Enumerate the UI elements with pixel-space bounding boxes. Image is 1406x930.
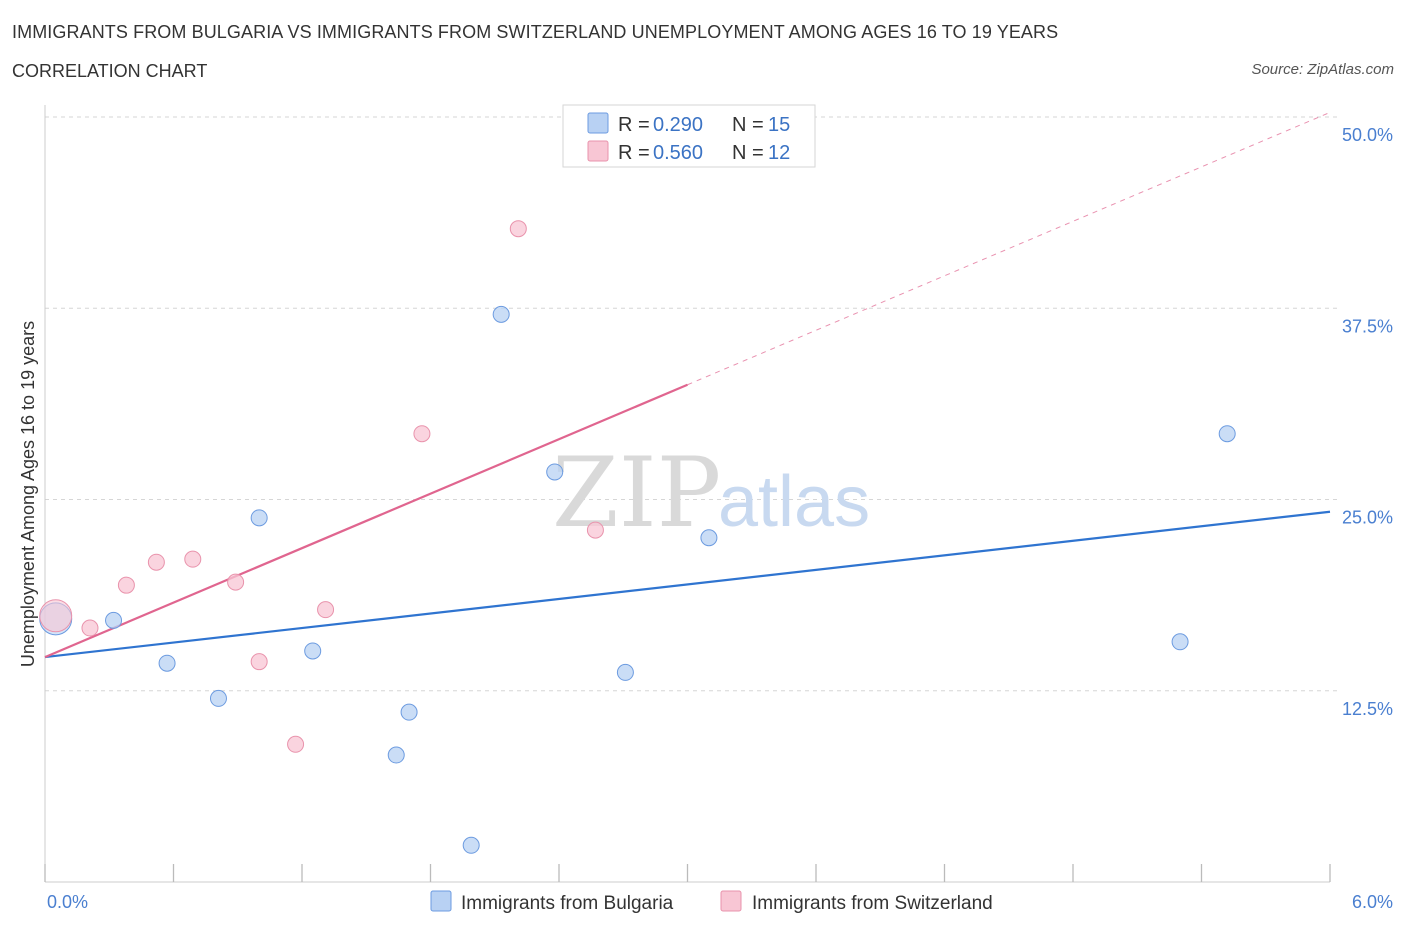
trend-line-extension-switzerland xyxy=(687,111,1331,386)
data-point-bulgaria xyxy=(387,746,405,764)
data-point-bulgaria xyxy=(250,509,268,527)
legend-n-label-bulgaria: N = xyxy=(732,114,764,136)
y-tick-label: 12.5% xyxy=(1342,699,1393,719)
data-point-switzerland xyxy=(117,576,135,594)
data-point-switzerland xyxy=(81,619,99,637)
data-point-switzerland xyxy=(147,553,165,571)
axes xyxy=(44,105,1331,883)
watermark-atlas: atlas xyxy=(718,462,870,542)
data-point-bulgaria xyxy=(105,611,123,629)
legend-swatch-switzerland xyxy=(587,140,609,162)
data-point-bulgaria xyxy=(304,642,322,660)
legend-r-value-bulgaria: 0.290 xyxy=(653,114,703,136)
data-point-bulgaria xyxy=(546,463,564,481)
legend-n-label-switzerland: N = xyxy=(732,142,764,164)
y-tick-label: 37.5% xyxy=(1342,316,1393,336)
data-point-switzerland xyxy=(227,573,245,591)
watermark: ZIP atlas xyxy=(552,437,870,549)
chart-title: IMMIGRANTS FROM BULGARIA VS IMMIGRANTS F… xyxy=(12,22,1059,42)
y-axis-title: Unemployment Among Ages 16 to 19 years xyxy=(18,321,38,667)
data-point-switzerland xyxy=(586,521,604,539)
data-point-switzerland xyxy=(287,735,305,753)
data-point-switzerland xyxy=(184,550,202,568)
legend: R = 0.290 N = 15 R = 0.560 N = 12 xyxy=(562,104,816,168)
data-point-switzerland xyxy=(250,653,268,671)
trend-line-switzerland xyxy=(44,383,688,659)
data-point-bulgaria xyxy=(462,836,480,854)
legend-n-value-bulgaria: 15 xyxy=(768,114,790,136)
bottom-legend-swatch-bulgaria xyxy=(430,890,452,912)
tick-labels: 12.5% 25.0% 37.5% 50.0% 0.0% 6.0% xyxy=(47,125,1393,912)
chart-subtitle: CORRELATION CHART xyxy=(12,61,208,81)
data-point-bulgaria xyxy=(1171,633,1189,651)
legend-n-value-switzerland: 12 xyxy=(768,142,790,164)
data-point-switzerland xyxy=(317,601,335,619)
data-point-bulgaria xyxy=(700,529,718,547)
bottom-legend-swatch-switzerland xyxy=(720,890,742,912)
trend-line-bulgaria xyxy=(44,510,1331,659)
x-tick-label: 0.0% xyxy=(47,892,88,912)
legend-r-label-bulgaria: R = xyxy=(618,114,650,136)
data-point-bulgaria xyxy=(492,305,510,323)
data-point-switzerland xyxy=(509,220,527,238)
data-point-bulgaria xyxy=(158,654,176,672)
data-point-switzerland xyxy=(413,425,431,443)
grid-lines xyxy=(45,116,1340,692)
x-tick-label: 6.0% xyxy=(1352,892,1393,912)
bottom-legend: Immigrants from Bulgaria Immigrants from… xyxy=(430,890,993,914)
watermark-zip: ZIP xyxy=(552,437,721,549)
bottom-legend-label-bulgaria: Immigrants from Bulgaria xyxy=(461,893,674,914)
y-tick-label: 25.0% xyxy=(1342,508,1393,528)
data-point-bulgaria xyxy=(400,703,418,721)
legend-r-label-switzerland: R = xyxy=(618,142,650,164)
bottom-legend-label-switzerland: Immigrants from Switzerland xyxy=(752,893,993,914)
trend-lines xyxy=(44,111,1331,659)
legend-r-value-switzerland: 0.560 xyxy=(653,142,703,164)
legend-swatch-bulgaria xyxy=(587,112,609,134)
data-point-bulgaria xyxy=(616,663,634,681)
data-point-switzerland xyxy=(39,599,73,633)
data-point-bulgaria xyxy=(1218,425,1236,443)
data-point-bulgaria xyxy=(209,689,227,707)
y-tick-label: 50.0% xyxy=(1342,125,1393,145)
source-credit: Source: ZipAtlas.com xyxy=(1251,61,1394,78)
data-points xyxy=(39,220,1236,854)
